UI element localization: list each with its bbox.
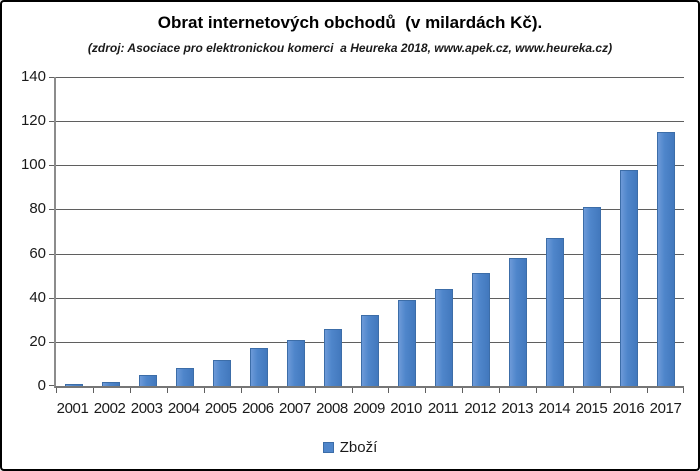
bar-2003	[139, 375, 157, 386]
bar-2017	[657, 132, 675, 386]
gridline-80	[56, 209, 684, 210]
bar-2002	[102, 382, 120, 386]
x-axis-label-2009: 2009	[353, 400, 385, 417]
x-tick-7	[315, 388, 316, 393]
bar-2004	[176, 368, 194, 386]
x-tick-3	[167, 388, 168, 393]
y-axis-label-20: 20	[29, 333, 46, 350]
y-tick-120	[49, 121, 54, 122]
x-tick-12	[499, 388, 500, 393]
x-axis-label-2002: 2002	[93, 400, 126, 417]
x-tick-0	[56, 388, 57, 393]
bar-2007	[287, 340, 305, 386]
x-tick-4	[204, 388, 205, 393]
x-axis-labels: 2001 2002 2003 2004 2005 2006 2007 2008 2009 2010…	[54, 400, 684, 417]
x-axis-label-2003: 2003	[130, 400, 163, 417]
y-axis-label-0: 0	[37, 377, 46, 394]
y-axis-label-120: 120	[20, 112, 46, 129]
x-axis-label-2013: 2013	[501, 400, 534, 417]
x-axis-label-2016: 2016	[612, 400, 645, 417]
y-axis-label-140: 140	[20, 68, 46, 85]
x-tick-5	[241, 388, 242, 393]
y-tick-140	[49, 77, 54, 78]
y-tick-0	[49, 385, 54, 386]
bar-2012	[472, 273, 490, 386]
x-axis-label-2011: 2011	[427, 400, 459, 417]
gridline-40	[56, 298, 684, 299]
bar-2006	[250, 348, 268, 386]
y-axis-label-80: 80	[29, 200, 46, 217]
x-tick-2	[130, 388, 131, 393]
x-tick-10	[425, 388, 426, 393]
x-axis-label-2010: 2010	[390, 400, 422, 417]
gridline-100	[56, 165, 684, 166]
x-axis-label-2006: 2006	[241, 400, 274, 417]
gridline-120	[56, 121, 684, 122]
legend-marker-icon	[322, 442, 334, 453]
x-tick-14	[573, 388, 574, 393]
bar-2001	[65, 384, 83, 386]
x-axis-label-2015: 2015	[575, 400, 608, 417]
y-axis-label-100: 100	[20, 156, 46, 173]
bar-2014	[546, 238, 564, 386]
y-tick-20	[49, 342, 54, 343]
bar-2015	[583, 207, 601, 386]
x-axis-label-2014: 2014	[538, 400, 571, 417]
bar-2016	[620, 170, 638, 386]
gridline-140	[56, 77, 684, 78]
y-tick-60	[49, 254, 54, 255]
legend: Zboží	[2, 439, 698, 456]
x-axis-label-2012: 2012	[464, 400, 497, 417]
x-axis-label-2004: 2004	[167, 400, 200, 417]
x-tick-9	[388, 388, 389, 393]
x-tick-16	[647, 388, 648, 393]
x-axis-label-2007: 2007	[279, 400, 311, 417]
y-axis-label-60: 60	[29, 245, 46, 262]
x-axis-label-2017: 2017	[649, 400, 682, 417]
x-tick-15	[610, 388, 611, 393]
x-axis-label-2001: 2001	[56, 400, 89, 417]
y-tick-100	[49, 165, 54, 166]
chart-subtitle: (zdroj: Asociace pro elektronickou komer…	[87, 41, 613, 55]
bar-2005	[213, 360, 231, 386]
chart-title: Obrat internetových obchodů (v milardách…	[157, 13, 543, 32]
y-axis-label-40: 40	[29, 289, 46, 306]
plot-area	[49, 77, 684, 393]
y-tick-40	[49, 298, 54, 299]
x-axis-label-2008: 2008	[316, 400, 348, 417]
legend-label: Zboží	[339, 439, 378, 456]
x-axis-label-2005: 2005	[204, 400, 237, 417]
bar-2010	[398, 300, 416, 386]
bar-2013	[509, 258, 527, 386]
x-tick-8	[352, 388, 353, 393]
bar-2011	[435, 289, 453, 386]
x-tick-11	[462, 388, 463, 393]
y-tick-80	[49, 209, 54, 210]
x-tick-13	[536, 388, 537, 393]
x-tick-1	[93, 388, 94, 393]
x-tick-17	[683, 388, 684, 393]
bar-2008	[324, 329, 342, 386]
x-tick-6	[278, 388, 279, 393]
bar-2009	[361, 315, 379, 386]
gridline-60	[56, 254, 684, 255]
